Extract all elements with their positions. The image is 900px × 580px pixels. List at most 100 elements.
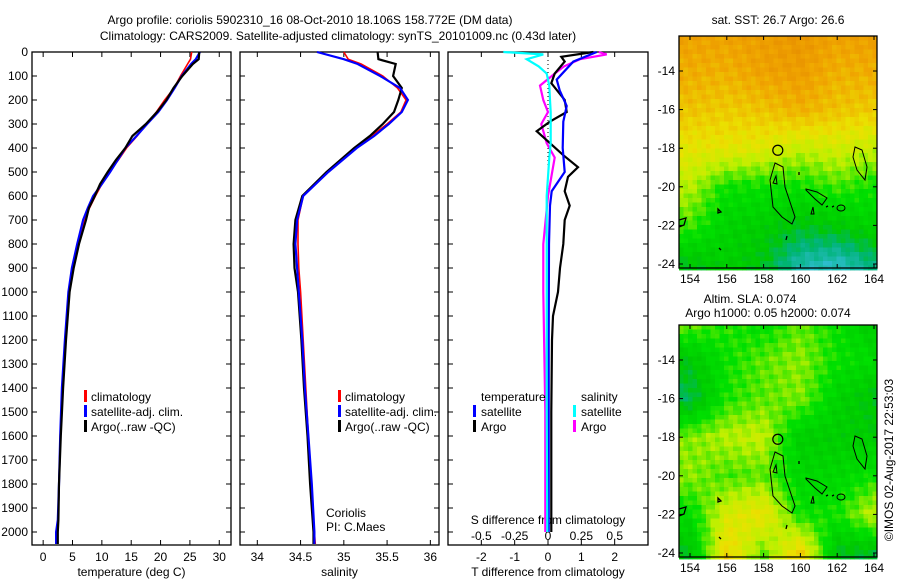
map-cell xyxy=(872,451,878,456)
map-cell xyxy=(688,202,693,208)
map-cell xyxy=(733,451,738,456)
map-cell xyxy=(832,40,837,46)
map-cell xyxy=(809,45,815,50)
map-cell xyxy=(805,338,810,344)
map-cell xyxy=(742,500,747,506)
map-cell xyxy=(845,63,851,68)
map-cell xyxy=(872,343,878,348)
map-cell xyxy=(710,410,716,416)
map-cell xyxy=(827,325,833,330)
map-cell xyxy=(854,545,860,551)
map-cell xyxy=(827,67,833,73)
map-cell xyxy=(868,329,873,335)
lon-tick-label: 160 xyxy=(790,272,810,286)
map-cell xyxy=(836,252,842,257)
map-cell xyxy=(692,514,698,519)
map-cell xyxy=(800,166,806,172)
map-cell xyxy=(760,36,765,41)
map-cell xyxy=(832,126,837,131)
map-cell xyxy=(773,90,779,95)
map-cell xyxy=(805,225,810,230)
map-cell xyxy=(836,103,842,109)
map-cell xyxy=(782,460,788,465)
map-cell xyxy=(701,356,707,362)
map-cell xyxy=(859,121,864,127)
map-cell xyxy=(773,148,779,154)
map-cell xyxy=(850,144,855,149)
map-cell xyxy=(692,189,698,194)
map-cell xyxy=(737,374,743,380)
map-cell xyxy=(791,401,797,407)
map-cell xyxy=(778,428,783,434)
map-cell xyxy=(719,85,725,91)
map-cell xyxy=(863,247,869,253)
map-cell xyxy=(805,500,810,506)
map-cell xyxy=(719,469,725,474)
map-cell xyxy=(719,352,725,357)
map-cell xyxy=(832,334,837,339)
map-cell xyxy=(814,352,819,357)
map-cell xyxy=(742,410,747,416)
map-cell xyxy=(733,406,738,411)
map-cell xyxy=(715,392,720,398)
map-cell xyxy=(724,347,729,353)
map-cell xyxy=(751,211,756,217)
map-cell xyxy=(872,130,878,136)
map-cell xyxy=(773,343,779,348)
map-cell xyxy=(737,334,743,339)
map-cell xyxy=(782,415,788,420)
map-cell xyxy=(782,256,788,262)
map-cell xyxy=(800,126,806,131)
map-cell xyxy=(800,229,806,235)
map-cell xyxy=(809,491,815,497)
map-cell xyxy=(715,406,720,411)
map-cell xyxy=(719,247,725,253)
map-cell xyxy=(791,433,797,438)
map-cell xyxy=(773,550,779,555)
map-cell xyxy=(733,58,738,64)
map-cell xyxy=(769,117,774,122)
map-cell xyxy=(836,464,842,470)
map-cell xyxy=(751,166,756,172)
map-cell xyxy=(692,94,698,100)
map-cell xyxy=(782,198,788,203)
map-cell xyxy=(764,433,770,438)
y-tick-label: 1500 xyxy=(1,405,28,419)
map-cell xyxy=(778,491,783,497)
map-cell xyxy=(719,148,725,154)
map-cell xyxy=(746,261,752,266)
map-cell xyxy=(827,478,833,483)
map-cell xyxy=(854,419,860,425)
map-cell xyxy=(859,157,864,163)
map-cell xyxy=(697,424,702,429)
map-cell xyxy=(832,356,837,362)
map-cell xyxy=(679,338,684,344)
map-cell xyxy=(823,45,828,50)
map-cell xyxy=(679,352,684,357)
map-cell xyxy=(710,148,716,154)
map-cell xyxy=(751,184,756,190)
map-cell xyxy=(737,505,743,510)
map-cell xyxy=(832,67,837,73)
map-cell xyxy=(719,536,725,542)
map-cell xyxy=(836,514,842,519)
map-cell xyxy=(787,545,792,551)
map-cell xyxy=(787,112,792,118)
map-cell xyxy=(719,225,725,230)
map-cell xyxy=(737,541,743,546)
map-cell xyxy=(764,229,770,235)
map-cell xyxy=(688,148,693,154)
map-cell xyxy=(719,473,725,479)
map-cell xyxy=(692,451,698,456)
map-cell xyxy=(742,392,747,398)
map-cell xyxy=(751,45,756,50)
map-cell xyxy=(751,180,756,185)
map-cell xyxy=(850,392,855,398)
map-cell xyxy=(746,58,752,64)
map-cell xyxy=(697,135,702,140)
map-cell xyxy=(850,415,855,420)
map-cell xyxy=(872,487,878,492)
map-cell xyxy=(791,514,797,519)
map-cell xyxy=(701,379,707,384)
map-cell xyxy=(679,460,684,465)
